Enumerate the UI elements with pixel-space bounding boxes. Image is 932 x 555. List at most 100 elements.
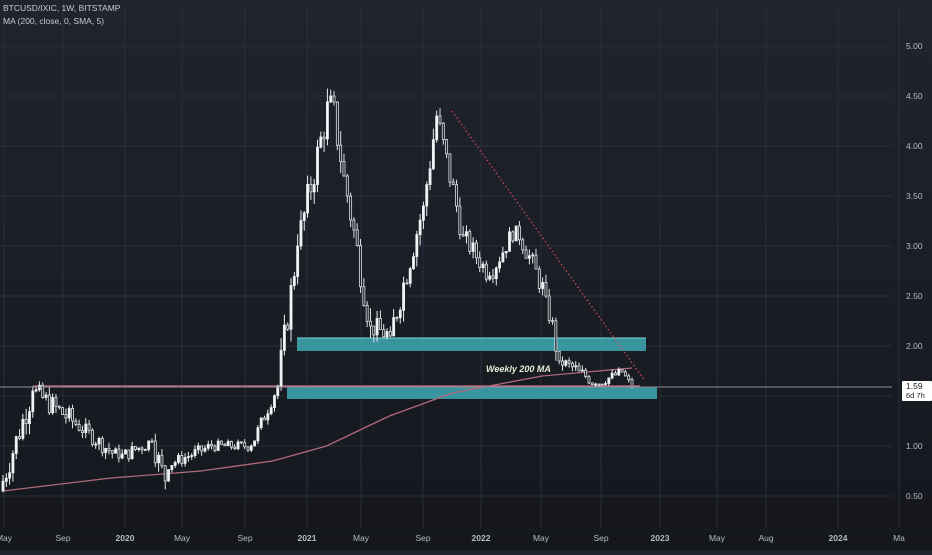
- candle-body-181: [600, 383, 604, 386]
- y-tick-label-2: 4.00: [906, 141, 923, 151]
- candle-body-47: [157, 454, 161, 464]
- candle-body-21: [71, 408, 74, 422]
- candle-body-61: [203, 447, 207, 452]
- candle-body-58: [193, 449, 197, 456]
- candle-body-183: [607, 377, 611, 384]
- price-label-box: [902, 381, 932, 401]
- candle-body-165: [547, 295, 551, 322]
- x-tick-label-3: May: [174, 533, 191, 543]
- candle-body-184: [610, 372, 614, 379]
- candle-body-46: [153, 440, 157, 464]
- x-tick-label-1: Sep: [55, 533, 70, 543]
- candle-body-64: [213, 445, 217, 451]
- candle-body-90: [299, 220, 303, 247]
- candle-body-75: [249, 445, 253, 451]
- candle-body-119: [395, 317, 399, 319]
- x-tick-label-13: Aug: [758, 533, 773, 543]
- candle-body-149: [494, 267, 498, 280]
- candle-body-100: [332, 95, 336, 103]
- candle-body-70: [233, 446, 237, 450]
- candle-body-54: [180, 455, 184, 464]
- x-tick-label-7: Sep: [415, 533, 430, 543]
- candle-body-175: [580, 369, 584, 372]
- candle-body-150: [498, 261, 502, 269]
- candle-body-3: [11, 453, 15, 474]
- candle-body-164: [544, 282, 548, 297]
- candle-body-157: [521, 239, 525, 251]
- candle-body-59: [196, 445, 200, 451]
- candle-body-139: [461, 234, 465, 237]
- candle-body-51: [170, 465, 174, 470]
- candle-body-74: [246, 446, 250, 451]
- candle-body-68: [226, 441, 230, 447]
- candle-body-152: [504, 250, 508, 254]
- candle-body-148: [491, 275, 495, 280]
- y-tick-label-0: 5.00: [906, 41, 923, 51]
- candle-body-96: [319, 136, 323, 148]
- candle-body-108: [359, 245, 362, 288]
- candle-body-129: [428, 168, 432, 186]
- y-tick-label-3: 3.50: [906, 191, 923, 201]
- candle-body-176: [584, 369, 588, 377]
- x-tick-label-9: May: [533, 533, 550, 543]
- x-tick-label-0: May: [0, 533, 13, 543]
- x-tick-label-6: May: [353, 533, 370, 543]
- candle-body-144: [478, 257, 482, 268]
- candle-body-97: [322, 136, 326, 140]
- candle-body-107: [355, 229, 359, 246]
- candle-body-111: [369, 320, 372, 327]
- candle-body-173: [574, 365, 578, 368]
- candle-body-84: [279, 349, 283, 387]
- candle-body-189: [627, 375, 631, 381]
- candle-body-106: [352, 219, 356, 231]
- candle-body-123: [408, 268, 412, 284]
- candle-body-185: [614, 372, 617, 376]
- candle-body-146: [484, 263, 488, 280]
- candle-body-124: [412, 256, 415, 270]
- candle-body-53: [177, 455, 180, 463]
- x-tick-label-8: 2022: [472, 533, 491, 543]
- candle-body-136: [451, 181, 455, 186]
- candle-body-94: [312, 184, 316, 193]
- candle-body-85: [282, 324, 286, 351]
- candle-body-188: [623, 371, 627, 377]
- candle-body-155: [514, 225, 518, 242]
- candle-body-44: [147, 440, 151, 450]
- candle-body-14: [47, 394, 51, 414]
- candle-body-167: [554, 320, 558, 352]
- candle-body-105: [349, 195, 353, 221]
- candle-body-187: [620, 369, 624, 373]
- candle-body-120: [398, 309, 402, 319]
- candle-body-159: [527, 255, 531, 259]
- candle-body-99: [329, 95, 333, 103]
- candle-body-131: [435, 115, 439, 141]
- candle-body-26: [87, 423, 91, 431]
- candle-body-52: [173, 462, 177, 466]
- candle-body-177: [587, 376, 591, 384]
- candle-body-49: [163, 465, 167, 482]
- candle-body-77: [256, 427, 260, 442]
- candle-body-151: [501, 252, 505, 263]
- candle-body-141: [468, 231, 472, 252]
- candle-body-57: [190, 455, 194, 457]
- candle-body-135: [448, 153, 452, 183]
- candle-body-154: [511, 231, 515, 242]
- candle-body-25: [84, 423, 88, 434]
- candle-body-104: [345, 175, 349, 197]
- candle-body-15: [51, 397, 55, 414]
- candle-body-145: [481, 263, 485, 268]
- candle-body-48: [160, 454, 164, 467]
- candle-body-98: [326, 101, 329, 140]
- candle-body-174: [577, 365, 581, 372]
- candle-body-1: [4, 477, 8, 482]
- candle-body-178: [590, 382, 594, 385]
- candle-body-147: [488, 275, 492, 280]
- candle-body-182: [604, 383, 607, 385]
- y-tick-label-9: 0.50: [906, 491, 923, 501]
- candle-body-169: [561, 360, 564, 366]
- candle-body-10: [34, 389, 38, 392]
- candle-body-126: [418, 219, 422, 236]
- candle-body-34: [114, 448, 117, 454]
